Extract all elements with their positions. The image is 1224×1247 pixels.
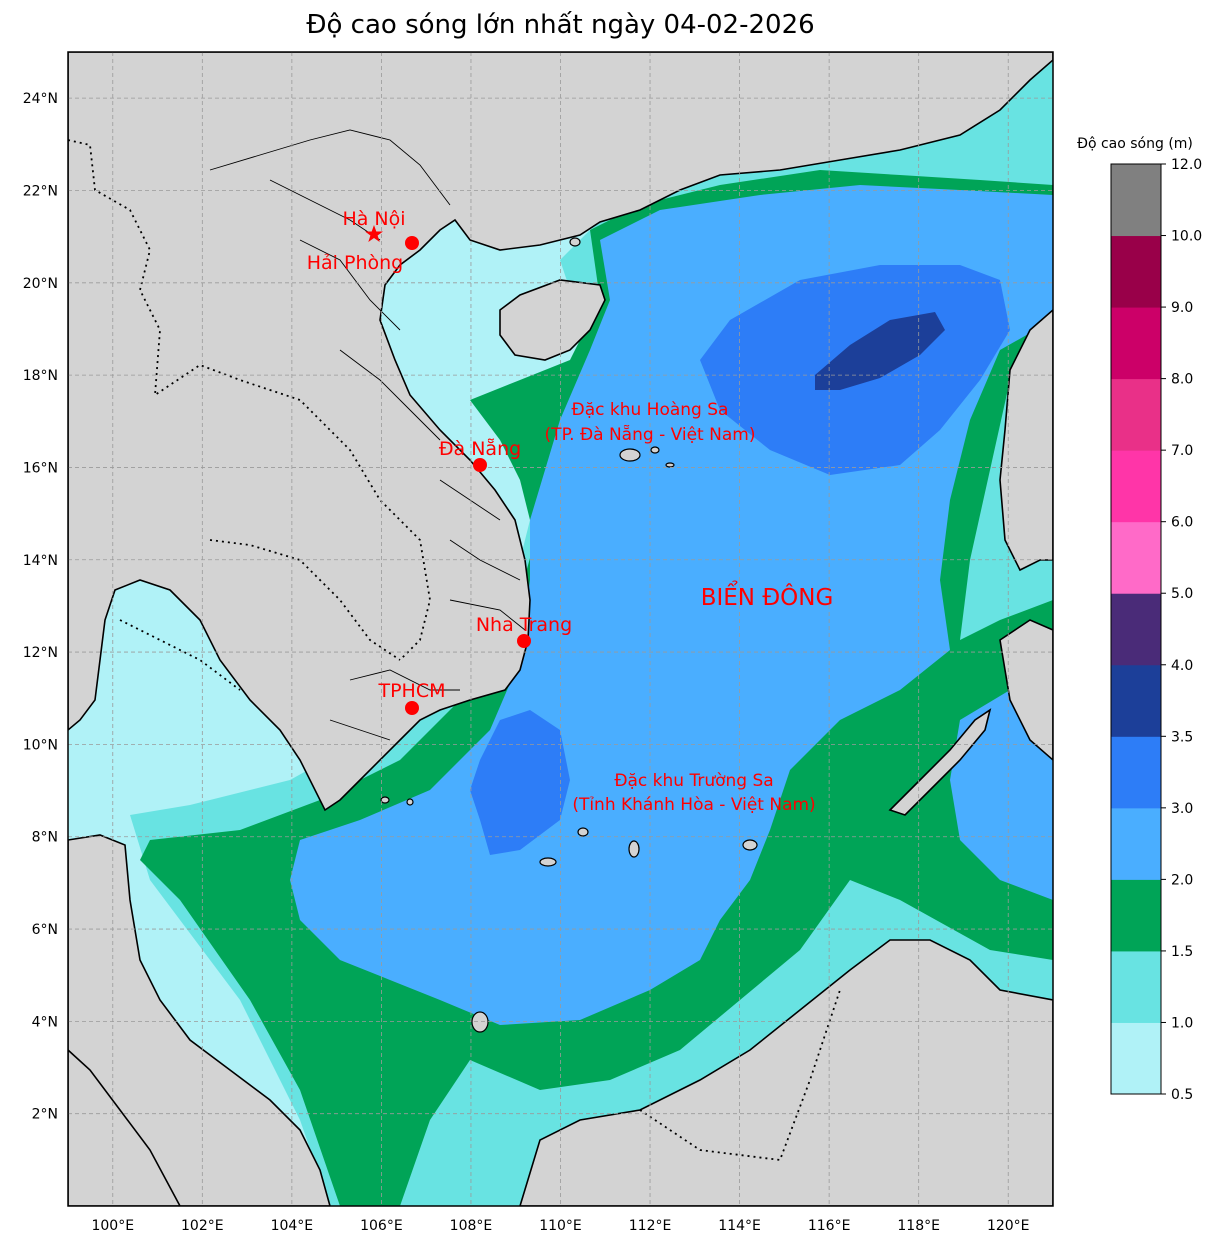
colorbar-segment <box>1111 879 1161 952</box>
colorbar-segment <box>1111 950 1161 1023</box>
gridlines <box>68 52 1053 1206</box>
colorbar-tick-label: 8.0 <box>1171 372 1193 388</box>
lat-tick-label: 18°N <box>23 368 58 384</box>
wave-band-3.5-4 <box>815 312 945 390</box>
colorbar-tick-label: 5.0 <box>1171 586 1193 602</box>
lon-tick-labels: 100°E 102°E 104°E 106°E 108°E 110°E 112°E 114°E… <box>91 1218 1029 1234</box>
colorbar-tick-label: 9.0 <box>1171 300 1193 316</box>
hoang-sa-label-line2: (TP. Đà Nẵng - Việt Nam) <box>545 424 756 445</box>
lon-tick-label: 112°E <box>629 1218 672 1234</box>
lat-tick-label: 16°N <box>23 460 58 476</box>
land-mainland <box>68 52 1053 812</box>
lat-tick-label: 22°N <box>23 183 58 199</box>
colorbar-segment <box>1111 736 1161 809</box>
lon-tick-label: 110°E <box>539 1218 582 1234</box>
hoang-sa-label-line1: Đặc khu Hoàng Sa <box>572 400 729 420</box>
colorbar-segment <box>1111 1022 1161 1095</box>
colorbar-tick-label: 1.0 <box>1171 1015 1193 1031</box>
city-label-ha-noi: Hà Nội <box>342 208 405 230</box>
colorbar-tick-label: 10.0 <box>1171 229 1202 245</box>
city-marker-ha-noi <box>365 225 383 242</box>
colorbar-segment <box>1111 593 1161 666</box>
lat-tick-label: 4°N <box>32 1014 58 1030</box>
land-borneo <box>519 939 1053 1206</box>
colorbar-tick-label: 6.0 <box>1171 515 1193 531</box>
lon-tick-label: 116°E <box>808 1218 851 1234</box>
bien-dong-label: BIỂN ĐÔNG <box>701 581 834 611</box>
colorbar-tick-label: 1.5 <box>1171 944 1193 960</box>
city-label-tphcm: TPHCM <box>377 680 445 702</box>
colorbar-tick-label: 2.0 <box>1171 872 1193 888</box>
map-area <box>68 52 1053 1206</box>
lon-tick-label: 106°E <box>360 1218 403 1234</box>
land-visayas <box>999 619 1053 762</box>
map-title: Độ cao sóng lớn nhất ngày 04-02-2026 <box>306 10 815 40</box>
colorbar-tick-label: 3.0 <box>1171 801 1193 817</box>
lat-tick-label: 10°N <box>23 737 58 753</box>
lon-tick-label: 120°E <box>987 1218 1030 1234</box>
colorbar-title: Độ cao sóng (m) <box>1077 136 1193 152</box>
colorbar-tick-label: 0.5 <box>1171 1087 1193 1103</box>
city-markers <box>365 225 531 715</box>
lat-tick-label: 8°N <box>32 830 58 846</box>
colorbar-segment <box>1111 521 1161 594</box>
city-marker-hai-phong <box>405 236 419 250</box>
city-label-da-nang: Đà Nẵng <box>439 437 521 460</box>
colorbar-frame <box>1110 163 1162 1095</box>
land-sumatra <box>68 1048 181 1206</box>
lon-tick-label: 104°E <box>271 1218 314 1234</box>
land-hainan <box>499 279 606 361</box>
lat-tick-label: 12°N <box>23 645 58 661</box>
colorbar-tick-label: 4.0 <box>1171 658 1193 674</box>
lat-tick-label: 2°N <box>32 1107 58 1123</box>
islands <box>380 237 758 1033</box>
colorbar-segment <box>1111 664 1161 737</box>
colorbar-segment <box>1111 307 1161 380</box>
colorbar-segment <box>1111 807 1161 880</box>
lat-tick-label: 20°N <box>23 276 58 292</box>
land-palawan <box>888 708 992 816</box>
lat-tick-label: 14°N <box>23 553 58 569</box>
colorbar-tick-label: 12.0 <box>1171 157 1202 173</box>
colorbar-tick-label: 7.0 <box>1171 443 1193 459</box>
map-frame <box>67 51 1054 1207</box>
city-marker-nha-trang <box>517 634 531 648</box>
city-label-hai-phong: Hải Phòng <box>307 252 403 274</box>
lon-tick-label: 114°E <box>718 1218 761 1234</box>
lat-tick-label: 6°N <box>32 922 58 938</box>
lon-tick-label: 108°E <box>450 1218 493 1234</box>
land-malay-peninsula <box>68 834 331 1206</box>
lon-tick-label: 100°E <box>91 1218 134 1234</box>
lat-tick-label: 24°N <box>23 91 58 107</box>
colorbar-segment <box>1111 450 1161 523</box>
city-marker-tphcm <box>405 701 419 715</box>
lat-tick-labels: 2°N 4°N 6°N 8°N 10°N 12°N 14°N 16°N 18°N 20°N 22°N… <box>23 91 58 1123</box>
colorbar-segment <box>1111 235 1161 308</box>
province-borders <box>209 129 526 741</box>
truong-sa-label-line1: Đặc khu Trường Sa <box>614 771 773 791</box>
city-marker-da-nang <box>473 458 487 472</box>
colorbar-segment <box>1111 164 1161 237</box>
colorbar-tick-label: 3.5 <box>1171 729 1193 745</box>
wave-band-3-3.5-south <box>470 710 570 855</box>
lon-tick-label: 118°E <box>897 1218 940 1234</box>
colorbar-segment <box>1111 378 1161 451</box>
truong-sa-label-line2: (Tỉnh Khánh Hòa - Việt Nam) <box>572 795 815 815</box>
country-borders <box>68 139 841 1161</box>
city-label-nha-trang: Nha Trang <box>476 614 572 636</box>
lon-tick-label: 102°E <box>181 1218 224 1234</box>
colorbar: 0.5 1.0 1.5 2.0 3.0 3.5 4.0 5.0 6.0 7.0 8.0 9.0 10.0… <box>1110 157 1202 1103</box>
